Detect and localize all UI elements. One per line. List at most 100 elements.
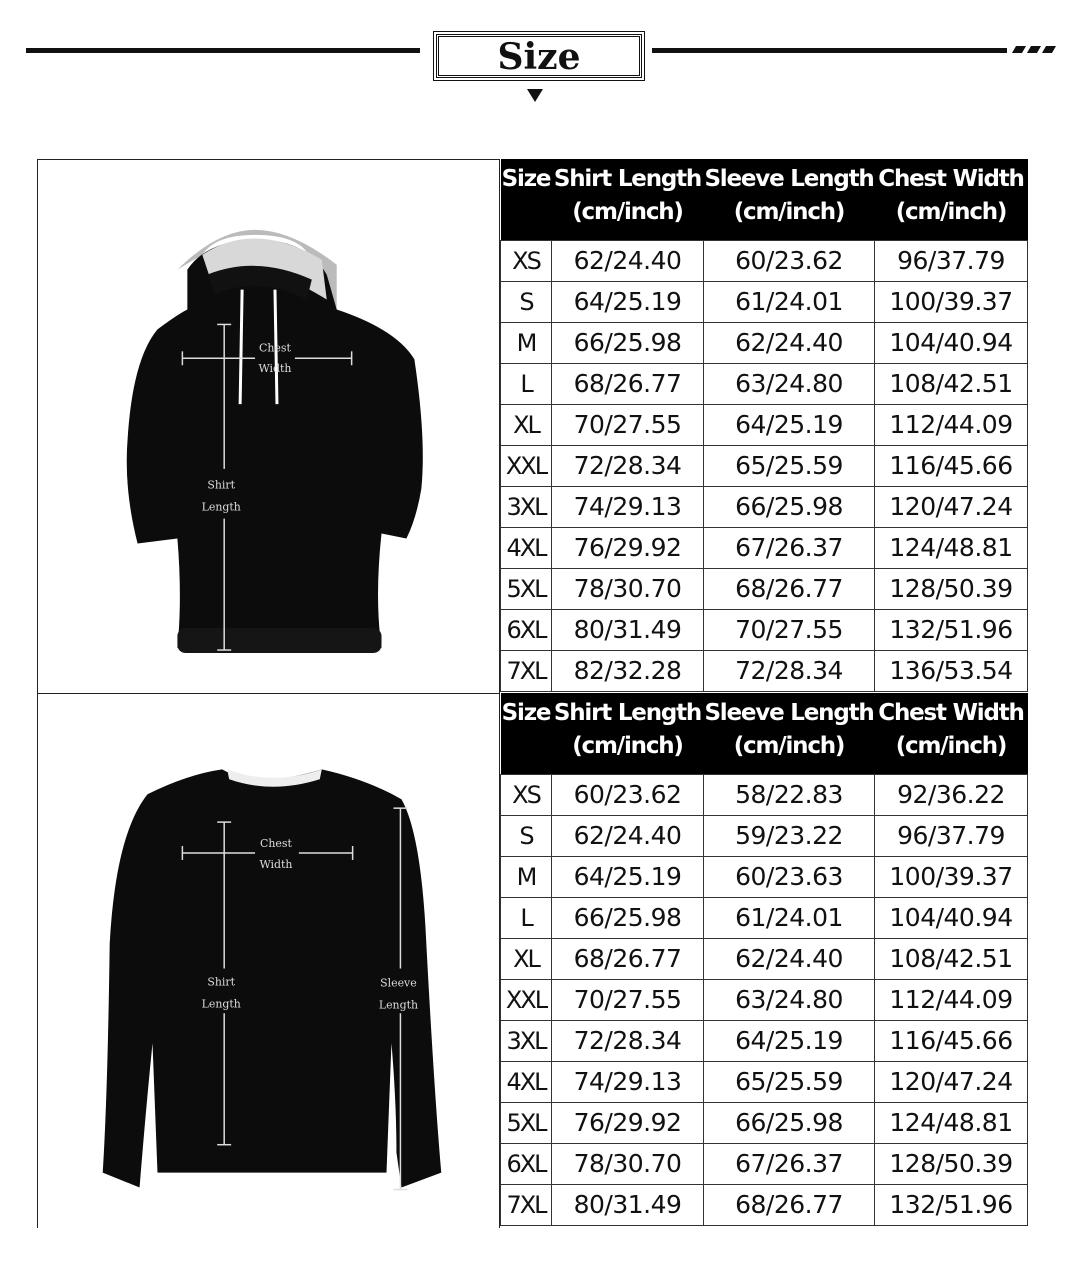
table-row: 7XL 80/31.49 68/26.77 132/51.96 xyxy=(500,1183,1028,1226)
size-cell: M xyxy=(500,855,552,898)
measurement-cell: 128/50.39 xyxy=(874,1142,1028,1185)
table-row: XL 70/27.55 64/25.19 112/44.09 xyxy=(500,403,1028,446)
column-header-line: (cm/inch) xyxy=(572,733,684,759)
column-header: Size xyxy=(500,159,552,240)
measurement-cell: 116/45.66 xyxy=(874,444,1028,487)
measurement-cell: 65/25.59 xyxy=(703,1060,875,1103)
column-header-line: Size xyxy=(501,700,552,726)
chest-width-label: Width xyxy=(258,362,291,375)
sleeve-length-label: Length xyxy=(379,998,418,1011)
measurement-cell: 82/32.28 xyxy=(551,649,704,692)
measurement-cell: 120/47.24 xyxy=(874,485,1028,528)
measurement-cell: 61/24.01 xyxy=(703,280,875,323)
size-cell: M xyxy=(500,321,552,364)
measurement-cell: 62/24.40 xyxy=(551,239,704,282)
measurement-cell: 72/28.34 xyxy=(703,649,875,692)
column-header-line: Sleeve Length xyxy=(704,700,874,726)
measurement-cell: 68/26.77 xyxy=(551,937,704,980)
column-header-line: (cm/inch) xyxy=(895,199,1008,225)
measurement-cell: 96/37.79 xyxy=(874,239,1028,282)
size-cell: 6XL xyxy=(500,1142,552,1185)
measurement-cell: 80/31.49 xyxy=(551,608,704,651)
measurement-cell: 74/29.13 xyxy=(551,1060,704,1103)
measurement-cell: 128/50.39 xyxy=(874,567,1028,610)
column-header-line: Shirt Length xyxy=(553,700,702,726)
size-cell: 3XL xyxy=(500,485,552,528)
measurement-cell: 64/25.19 xyxy=(551,280,704,323)
sweatshirt-size-table: Size Shirt Length (cm/inch) Sleeve Length (c… xyxy=(500,693,1028,1226)
measurement-cell: 108/42.51 xyxy=(874,937,1028,980)
measurement-cell: 100/39.37 xyxy=(874,855,1028,898)
table-row: M 64/25.19 60/23.63 100/39.37 xyxy=(500,855,1028,898)
column-header-line: Chest Width xyxy=(878,166,1025,192)
table-row: XS 62/24.40 60/23.62 96/37.79 xyxy=(500,239,1028,282)
table-row: 5XL 78/30.70 68/26.77 128/50.39 xyxy=(500,567,1028,610)
column-header-line: Shirt Length xyxy=(553,166,702,192)
column-header: Sleeve Length (cm/inch) xyxy=(703,693,875,774)
table-row: 3XL 72/28.34 64/25.19 116/45.66 xyxy=(500,1019,1028,1062)
header-rule-dash xyxy=(1041,46,1057,53)
size-cell: L xyxy=(500,362,552,405)
table-row: 6XL 80/31.49 70/27.55 132/51.96 xyxy=(500,608,1028,651)
measurement-cell: 96/37.79 xyxy=(874,814,1028,857)
size-cell: 7XL xyxy=(500,649,552,692)
size-cell: 5XL xyxy=(500,1101,552,1144)
size-cell: XL xyxy=(500,403,552,446)
header-rule-right xyxy=(652,48,1007,53)
measurement-cell: 70/27.55 xyxy=(703,608,875,651)
table-row: L 68/26.77 63/24.80 108/42.51 xyxy=(500,362,1028,405)
shirt-length-label: Shirt xyxy=(207,975,235,988)
measurement-cell: 120/47.24 xyxy=(874,1060,1028,1103)
size-cell: 4XL xyxy=(500,1060,552,1103)
measurement-cell: 65/25.59 xyxy=(703,444,875,487)
measurement-cell: 68/26.77 xyxy=(703,1183,875,1226)
measurement-cell: 64/25.19 xyxy=(703,403,875,446)
size-cell: 5XL xyxy=(500,567,552,610)
measurement-cell: 60/23.63 xyxy=(703,855,875,898)
size-cell: XS xyxy=(500,239,552,282)
table-row: 3XL 74/29.13 66/25.98 120/47.24 xyxy=(500,485,1028,528)
measurement-cell: 116/45.66 xyxy=(874,1019,1028,1062)
measurement-cell: 76/29.92 xyxy=(551,1101,704,1144)
measurement-cell: 80/31.49 xyxy=(551,1183,704,1226)
measurement-cell: 58/22.83 xyxy=(703,773,875,816)
measurement-cell: 108/42.51 xyxy=(874,362,1028,405)
measurement-cell: 104/40.94 xyxy=(874,896,1028,939)
measurement-cell: 104/40.94 xyxy=(874,321,1028,364)
column-header-line: (cm/inch) xyxy=(572,199,684,225)
header-row: Size Shirt Length (cm/inch) Sleeve Length (c… xyxy=(500,159,1028,240)
measurement-cell: 64/25.19 xyxy=(703,1019,875,1062)
section-title: Size xyxy=(433,31,645,81)
measurement-cell: 63/24.80 xyxy=(703,362,875,405)
measurement-cell: 66/25.98 xyxy=(551,896,704,939)
measurement-cell: 62/24.40 xyxy=(551,814,704,857)
measurement-cell: 136/53.54 xyxy=(874,649,1028,692)
measurement-cell: 70/27.55 xyxy=(551,978,704,1021)
shirt-length-label: Length xyxy=(202,501,241,514)
column-header-line: Size xyxy=(501,166,552,192)
table-row: 7XL 82/32.28 72/28.34 136/53.54 xyxy=(500,649,1028,692)
size-cell: S xyxy=(500,814,552,857)
measurement-cell: 72/28.34 xyxy=(551,1019,704,1062)
table-row: XXL 72/28.34 65/25.59 116/45.66 xyxy=(500,444,1028,487)
table-row: S 64/25.19 61/24.01 100/39.37 xyxy=(500,280,1028,323)
measurement-cell: 124/48.81 xyxy=(874,526,1028,569)
table-row: 5XL 76/29.92 66/25.98 124/48.81 xyxy=(500,1101,1028,1144)
measurement-cell: 60/23.62 xyxy=(551,773,704,816)
measurement-cell: 132/51.96 xyxy=(874,1183,1028,1226)
column-header-line: (cm/inch) xyxy=(733,199,846,225)
measurement-cell: 112/44.09 xyxy=(874,403,1028,446)
measurement-cell: 60/23.62 xyxy=(703,239,875,282)
header-rule-left xyxy=(26,48,420,53)
shirt-length-label: Length xyxy=(202,997,241,1010)
measurement-cell: 64/25.19 xyxy=(551,855,704,898)
table-row: XXL 70/27.55 63/24.80 112/44.09 xyxy=(500,978,1028,1021)
measurement-cell: 70/27.55 xyxy=(551,403,704,446)
measurement-cell: 100/39.37 xyxy=(874,280,1028,323)
chest-width-label: Chest xyxy=(260,837,292,850)
measurement-cell: 62/24.40 xyxy=(703,937,875,980)
measurement-cell: 59/23.22 xyxy=(703,814,875,857)
size-cell: L xyxy=(500,896,552,939)
measurement-cell: 66/25.98 xyxy=(551,321,704,364)
header-rule-dash xyxy=(1026,46,1042,53)
